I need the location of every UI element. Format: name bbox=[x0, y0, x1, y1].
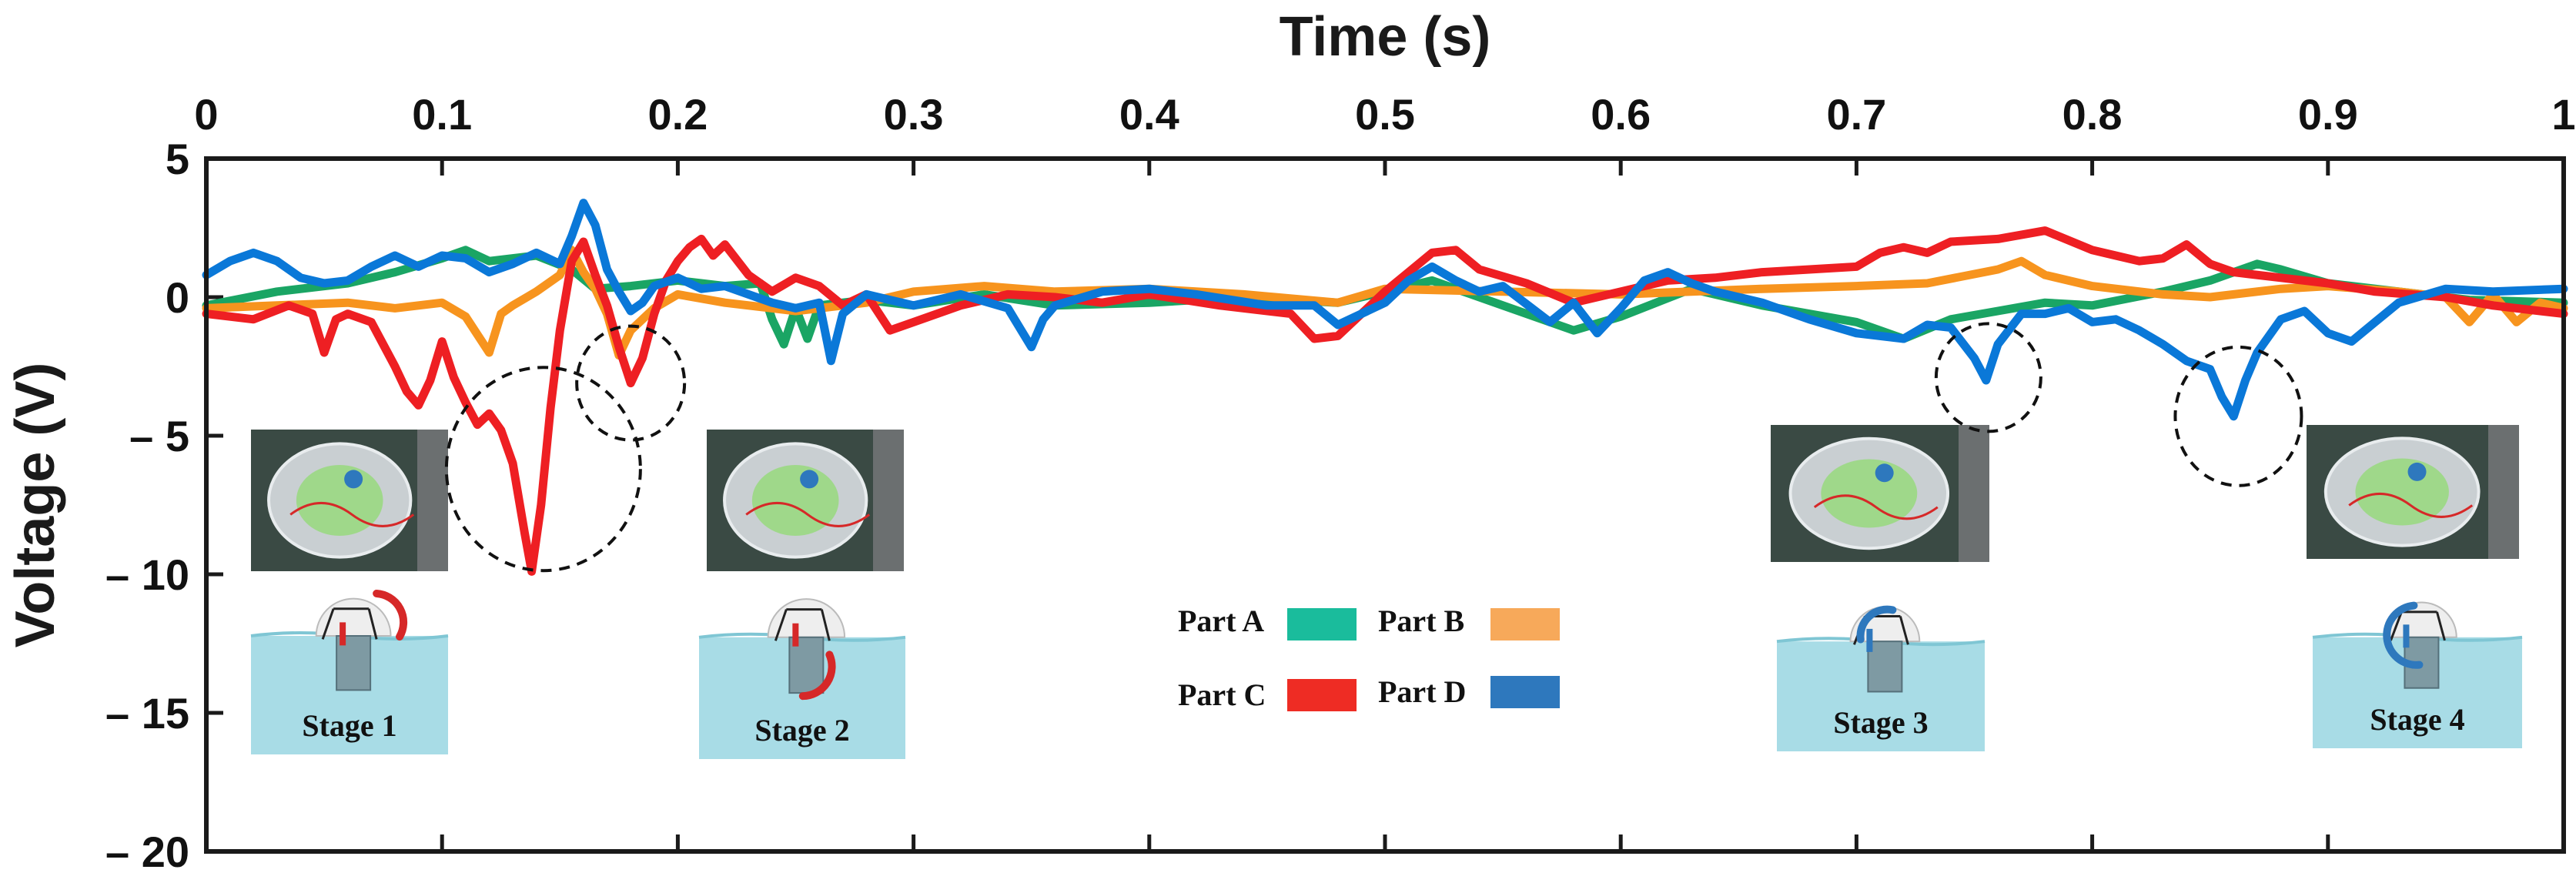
stage-photo-3 bbox=[1771, 425, 1989, 562]
stage-schematic-4: Stage 4 bbox=[2312, 601, 2523, 748]
series-line-part-d bbox=[202, 199, 2568, 421]
highlight-circle bbox=[444, 366, 642, 573]
stage-inset-4: Stage 4 bbox=[2307, 425, 2523, 748]
legend: Part A Part B Part C Part D bbox=[1178, 604, 1560, 712]
stage-label: Stage 3 bbox=[1833, 705, 1928, 740]
legend-swatch bbox=[1490, 676, 1560, 708]
stage-schematic-1: Stage 1 bbox=[250, 590, 449, 754]
rotation-arrow-icon bbox=[373, 590, 408, 641]
x-axis-title: Time (s) bbox=[1280, 6, 1491, 68]
highlight-circles bbox=[444, 322, 2303, 573]
rotation-arrow-icon bbox=[2383, 601, 2424, 669]
y-tick-label: – 15 bbox=[105, 689, 189, 737]
legend-label: Part D bbox=[1378, 674, 1466, 709]
x-tick-label: 0.8 bbox=[2062, 90, 2123, 139]
dome-icon bbox=[315, 597, 392, 637]
y-tick-label: 5 bbox=[166, 135, 189, 183]
stage-photo-4 bbox=[2307, 425, 2519, 559]
stage-inset-2: Stage 2 bbox=[698, 430, 906, 759]
x-tick-label: 0.4 bbox=[1119, 90, 1179, 139]
legend-label: Part A bbox=[1178, 604, 1264, 638]
y-axis-title: Voltage (V) bbox=[5, 363, 66, 648]
x-tick-label: 0.9 bbox=[2298, 90, 2358, 139]
plot-frame bbox=[204, 156, 2566, 854]
y-tick-label: – 20 bbox=[105, 828, 189, 876]
y-tick-label: 0 bbox=[166, 273, 189, 322]
legend-swatch bbox=[1287, 608, 1357, 640]
rotation-arrow-icon bbox=[1856, 605, 1897, 644]
stage-label: Stage 4 bbox=[2370, 702, 2464, 737]
stage-inset-1: Stage 1 bbox=[250, 430, 449, 754]
series-lines bbox=[202, 199, 2568, 576]
stage-insets: Stage 1 Stage 2 Stage 3 Stage 4 bbox=[250, 425, 2523, 759]
dome-icon bbox=[2386, 601, 2457, 638]
rotation-arrow-icon bbox=[798, 651, 836, 701]
y-tick-label: – 5 bbox=[129, 412, 189, 460]
series-line-part-c bbox=[202, 226, 2568, 576]
y-tick-label: – 10 bbox=[105, 550, 189, 599]
stage-photo-2 bbox=[707, 430, 904, 571]
x-tick-label: 0.1 bbox=[412, 90, 472, 139]
x-tick-label: 0.5 bbox=[1355, 90, 1415, 139]
legend-swatch bbox=[1490, 608, 1560, 640]
x-tick-label: 0 bbox=[194, 90, 218, 139]
highlight-circle bbox=[2173, 345, 2303, 487]
axis-ticks: 0 0.1 0.2 0.3 0.4 0.5 0.6 0.7 0.8 0.9 150– 5– 10– … bbox=[105, 90, 2576, 876]
x-tick-label: 0.6 bbox=[1591, 90, 1651, 139]
stage-schematic-2: Stage 2 bbox=[698, 598, 906, 759]
x-tick-label: 0.7 bbox=[1826, 90, 1886, 139]
highlight-circle bbox=[575, 324, 687, 442]
legend-label: Part B bbox=[1378, 604, 1464, 638]
stage-label: Stage 1 bbox=[302, 708, 396, 743]
x-tick-label: 0.2 bbox=[647, 90, 708, 139]
stage-label: Stage 2 bbox=[754, 713, 849, 748]
stage-schematic-3: Stage 3 bbox=[1776, 605, 1986, 751]
legend-swatch bbox=[1287, 679, 1357, 711]
x-tick-label: 0.3 bbox=[884, 90, 944, 139]
stage-photo-1 bbox=[251, 430, 448, 571]
stage-inset-3: Stage 3 bbox=[1771, 425, 1989, 751]
legend-label: Part C bbox=[1178, 677, 1266, 712]
x-tick-label: 1 bbox=[2551, 90, 2575, 139]
highlight-circle bbox=[1934, 322, 2042, 433]
